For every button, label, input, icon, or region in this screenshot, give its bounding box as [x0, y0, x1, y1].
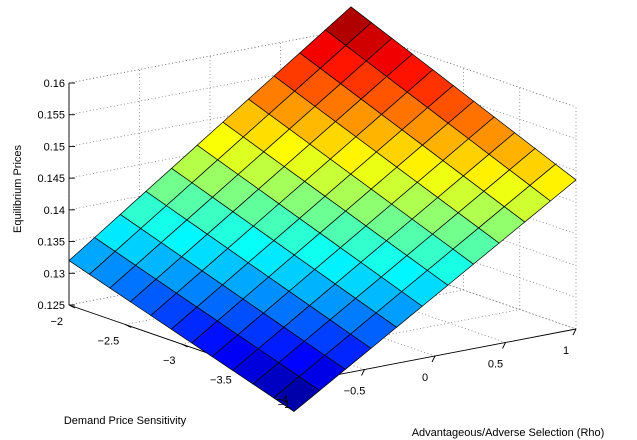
z-tick-label: 0.155	[37, 110, 65, 122]
grid-line	[350, 28, 577, 108]
x-tick-mark	[361, 369, 365, 376]
surface-cell	[272, 376, 321, 412]
z-tick-label: 0.125	[37, 300, 65, 312]
x-axis-label: Advantageous/Adverse Selection (Rho)	[412, 427, 605, 439]
z-tick-label: 0.16	[44, 78, 65, 90]
y-tick-mark	[181, 343, 188, 348]
x-tick-mark	[431, 355, 436, 363]
z-tick-label: 0.135	[37, 237, 65, 249]
grid-line	[68, 60, 352, 116]
z-tick-label: 0.13	[44, 268, 65, 280]
grid-line	[68, 92, 352, 147]
x-tick-label: 0	[422, 372, 428, 384]
x-tick-label: 0.5	[488, 359, 503, 371]
z-axis-label: Equilibrium Prices	[12, 144, 24, 233]
x-tick-label: 1	[563, 345, 569, 357]
y-tick-mark	[125, 324, 132, 328]
y-tick-mark	[68, 304, 76, 309]
tick-labels: −1 −0.5 0 0.5 1 −4 −3.5 −3 −2.5 −2 0.125 0.13 0.135 0…	[37, 78, 569, 411]
y-tick-label: −4	[275, 394, 288, 406]
grid-line	[68, 28, 352, 84]
z-tick-label: 0.14	[44, 205, 65, 217]
y-tick-label: −2	[50, 316, 63, 328]
x-tick-label: −1	[278, 399, 291, 411]
y-tick-label: −3.5	[210, 375, 232, 387]
z-tick-label: 0.145	[37, 173, 65, 185]
y-axis-label: Demand Price Sensitivity	[64, 415, 187, 427]
y-tick-label: −3	[163, 355, 176, 367]
x-tick-label: −0.5	[344, 386, 366, 398]
x-tick-mark	[502, 342, 506, 349]
surface-mesh	[68, 6, 577, 412]
y-tick-label: −2.5	[98, 336, 120, 348]
z-tick-label: 0.15	[44, 141, 65, 153]
x-tick-mark	[572, 328, 577, 336]
